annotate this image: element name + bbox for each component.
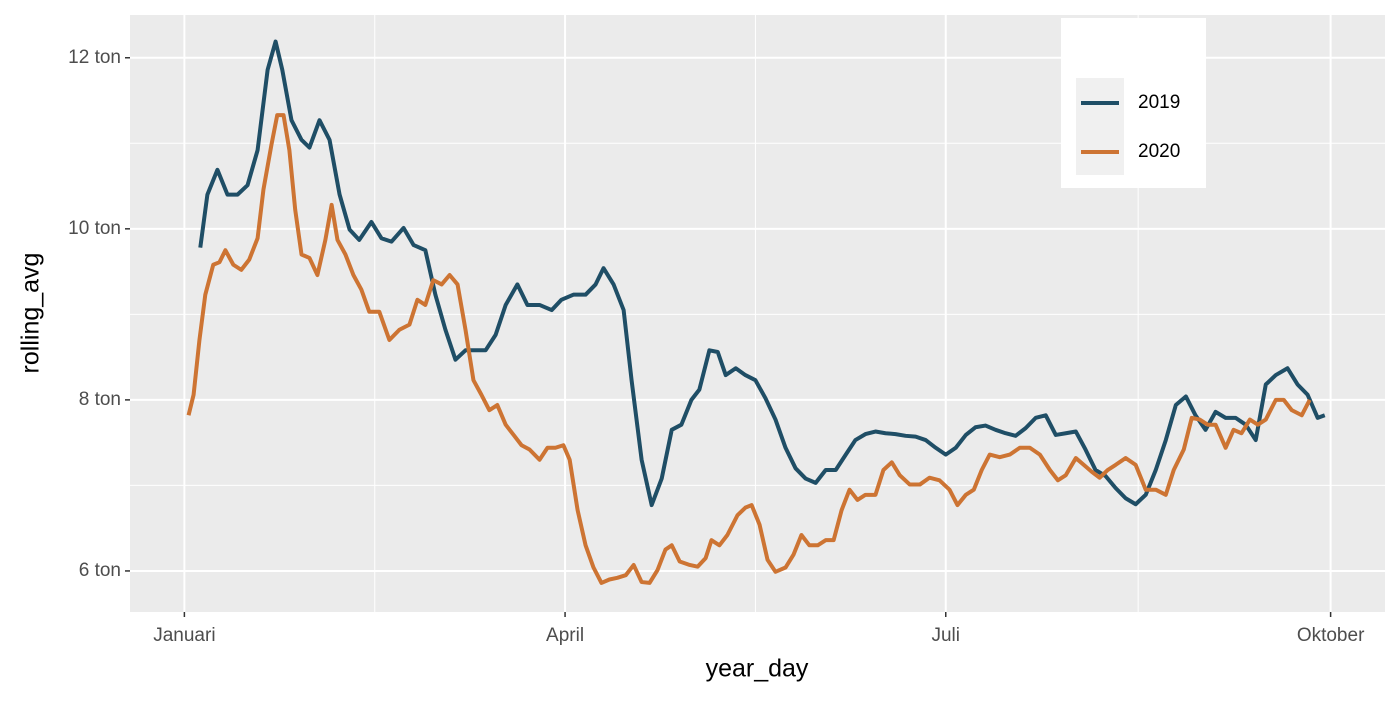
legend-keys (1076, 78, 1124, 175)
series-line (186, 113, 1312, 585)
y-axis-title: rolling_avg (17, 253, 45, 374)
legend-items: 2019 2020 (1081, 92, 1180, 162)
x-tick-label: Januari (153, 625, 215, 646)
x-axis-title: year_day (706, 655, 809, 683)
legend-label: 2020 (1138, 141, 1180, 162)
lines (186, 39, 1326, 585)
y-tick-label: 12 ton (68, 47, 121, 68)
legend-label: 2019 (1138, 92, 1180, 113)
x-tick-label: April (546, 625, 584, 646)
y-tick-label: 10 ton (68, 218, 121, 239)
x-tick-label: Juli (931, 625, 960, 646)
x-tick-label: Oktober (1297, 625, 1365, 646)
y-tick-label: 6 ton (79, 560, 121, 581)
series-line (198, 39, 1326, 508)
y-tick-label: 8 ton (79, 389, 121, 410)
